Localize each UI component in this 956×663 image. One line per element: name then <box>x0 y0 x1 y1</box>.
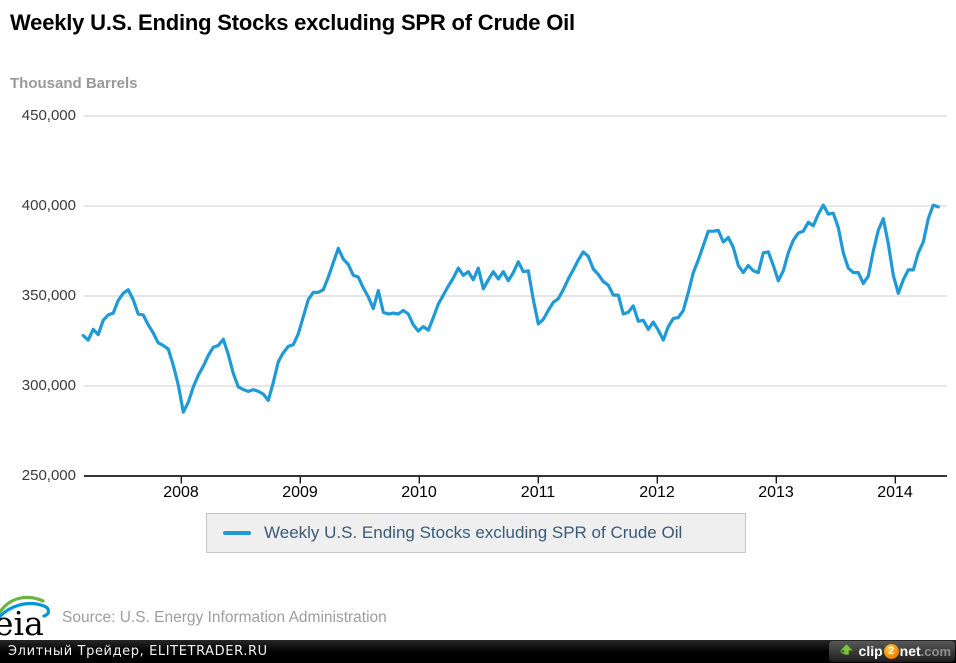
y-tick-label: 350,000 <box>21 287 76 304</box>
x-tick-label: 2009 <box>282 484 318 501</box>
footer-site-text: Элитный Трейдер, ELITETRADER.RU <box>8 644 268 659</box>
eia-logo: eia <box>0 595 51 641</box>
y-tick-label: 300,000 <box>21 377 76 394</box>
y-tick-label: 250,000 <box>21 467 76 484</box>
x-tick-label: 2011 <box>520 484 556 501</box>
clip2net-2-badge: 2 <box>883 644 899 659</box>
y-tick-label: 450,000 <box>21 107 76 124</box>
x-tick-label: 2014 <box>877 484 913 501</box>
y-axis-units-label: Thousand Barrels <box>10 75 138 92</box>
clip2net-com-text: .com <box>920 644 951 659</box>
plot-area <box>81 115 947 484</box>
legend-line-swatch <box>223 531 251 535</box>
eia-logo-blue-swoosh <box>0 601 51 619</box>
clip2net-clip-text: clip <box>858 643 883 659</box>
legend-label: Weekly U.S. Ending Stocks excluding SPR … <box>264 523 683 542</box>
eia-logo-text: eia <box>0 604 44 641</box>
eia-logo-green-swoosh <box>0 595 45 614</box>
x-axis-ticks <box>180 476 896 484</box>
x-tick-label: 2010 <box>401 484 437 501</box>
clip2net-net-text: net <box>899 643 921 659</box>
source-attribution: Source: U.S. Energy Information Administ… <box>62 609 387 626</box>
data-series-line <box>81 203 940 414</box>
footer-banner: Элитный Трейдер, ELITETRADER.RU clip 2 n… <box>0 640 956 663</box>
x-tick-label: 2013 <box>758 484 794 501</box>
chart-title: Weekly U.S. Ending Stocks excluding SPR … <box>10 10 575 35</box>
chart-legend: Weekly U.S. Ending Stocks excluding SPR … <box>206 513 746 553</box>
x-tick-label: 2012 <box>639 484 675 501</box>
green-up-arrow-icon <box>839 644 853 655</box>
x-tick-label: 2008 <box>163 484 199 501</box>
clip2net-logo[interactable]: clip 2 net .com <box>829 641 955 662</box>
y-tick-label: 400,000 <box>21 197 76 214</box>
